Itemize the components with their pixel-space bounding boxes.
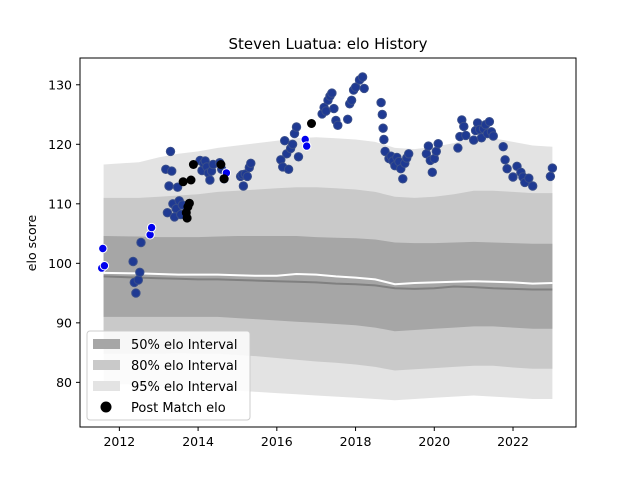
- elo-point: [333, 120, 343, 131]
- post-match-point: [184, 198, 194, 208]
- post-match-point: [216, 160, 226, 169]
- legend-label-80: 80% elo Interval: [131, 359, 238, 374]
- y-tick-label: 110: [48, 196, 72, 211]
- elo-point: [329, 103, 339, 114]
- y-axis-title: elo score: [24, 215, 39, 272]
- elo-point: [453, 143, 463, 153]
- y-tick-label: 130: [48, 77, 72, 92]
- elo-point: [359, 83, 369, 94]
- x-tick-label: 2018: [340, 434, 372, 449]
- post-match-point: [178, 177, 188, 187]
- elo-point: [500, 155, 510, 165]
- elo-point: [398, 174, 408, 184]
- elo-point: [343, 114, 353, 125]
- elo-point: [427, 167, 437, 178]
- elo-point: [287, 139, 298, 150]
- elo-point: [508, 172, 518, 182]
- plot-frame: [79, 57, 577, 428]
- elo-point: [431, 146, 441, 157]
- elo-point: [165, 146, 176, 157]
- elo-point: [164, 181, 174, 191]
- chart-title: Steven Luatua: elo History: [229, 35, 428, 53]
- x-axis: 2012 2014 2016 2018 2020 2022: [103, 427, 529, 449]
- elo-point: [459, 121, 469, 132]
- median-elo-line: [103, 275, 553, 291]
- y-tick-label: 80: [56, 375, 72, 390]
- elo-point: [280, 136, 290, 146]
- elo-point: [524, 173, 534, 183]
- elo-point: [379, 134, 389, 145]
- elo-point: [502, 164, 512, 174]
- elo-point: [172, 182, 183, 192]
- elo-point: [146, 222, 157, 233]
- post-match-point: [188, 160, 198, 169]
- x-tick-label: 2016: [261, 434, 293, 449]
- y-tick-label: 100: [48, 256, 72, 271]
- elo-point: [547, 163, 558, 173]
- elo-point: [167, 166, 177, 176]
- mean-elo-line: [103, 271, 553, 286]
- elo-point: [528, 181, 538, 191]
- elo-point: [98, 243, 108, 254]
- elo-point: [433, 139, 443, 149]
- legend-marker-post-match: [100, 401, 112, 413]
- post-match-point: [219, 174, 229, 184]
- x-tick-label: 2012: [103, 434, 135, 449]
- elo-point: [498, 142, 508, 152]
- x-tick-label: 2020: [418, 434, 450, 449]
- y-axis: 80 90 100 110 120 130: [48, 77, 80, 390]
- elo-point: [133, 275, 144, 285]
- elo-point: [135, 267, 145, 277]
- elo-point: [246, 158, 256, 169]
- elo-point: [128, 256, 138, 267]
- elo-point: [404, 149, 414, 159]
- elo-points-layer: [97, 72, 558, 298]
- elo-point: [357, 72, 368, 82]
- legend-box: [86, 330, 251, 421]
- elo-point: [242, 171, 253, 182]
- elo-point: [205, 175, 215, 185]
- elo-point: [302, 141, 312, 151]
- legend-swatch-80: [93, 360, 120, 370]
- legend-swatch-50: [93, 339, 120, 349]
- elo-point: [131, 288, 141, 298]
- elo-point: [469, 135, 479, 145]
- legend-label-50: 50% elo Interval: [131, 338, 238, 353]
- x-tick-label: 2022: [497, 434, 529, 449]
- elo-point: [545, 171, 556, 182]
- x-tick-label: 2014: [182, 434, 214, 449]
- elo-point: [346, 95, 357, 106]
- elo-point: [377, 109, 387, 120]
- elo-point: [162, 208, 173, 218]
- elo-point: [376, 97, 386, 108]
- legend-label-95: 95% elo Interval: [131, 380, 238, 395]
- y-tick-label: 90: [56, 315, 72, 330]
- legend-label-post-match: Post Match elo: [131, 401, 226, 416]
- post-match-point: [307, 119, 316, 128]
- elo-point: [461, 130, 471, 141]
- elo-point: [327, 88, 337, 98]
- post-match-point: [186, 175, 196, 185]
- y-tick-label: 120: [48, 137, 72, 152]
- elo-point: [378, 123, 388, 133]
- elo-point: [136, 237, 146, 248]
- legend: 50% elo Interval 80% elo Interval 95% el…: [86, 330, 251, 421]
- elo-point: [293, 152, 304, 162]
- elo-point: [321, 106, 331, 116]
- elo-point: [423, 141, 434, 151]
- legend-swatch-95: [93, 381, 120, 391]
- elo-point: [291, 122, 302, 132]
- elo-point: [488, 131, 498, 141]
- elo-point: [484, 117, 495, 127]
- elo-point: [99, 261, 110, 271]
- elo-point: [238, 181, 249, 191]
- elo-point: [283, 164, 294, 175]
- post-match-point: [182, 213, 192, 223]
